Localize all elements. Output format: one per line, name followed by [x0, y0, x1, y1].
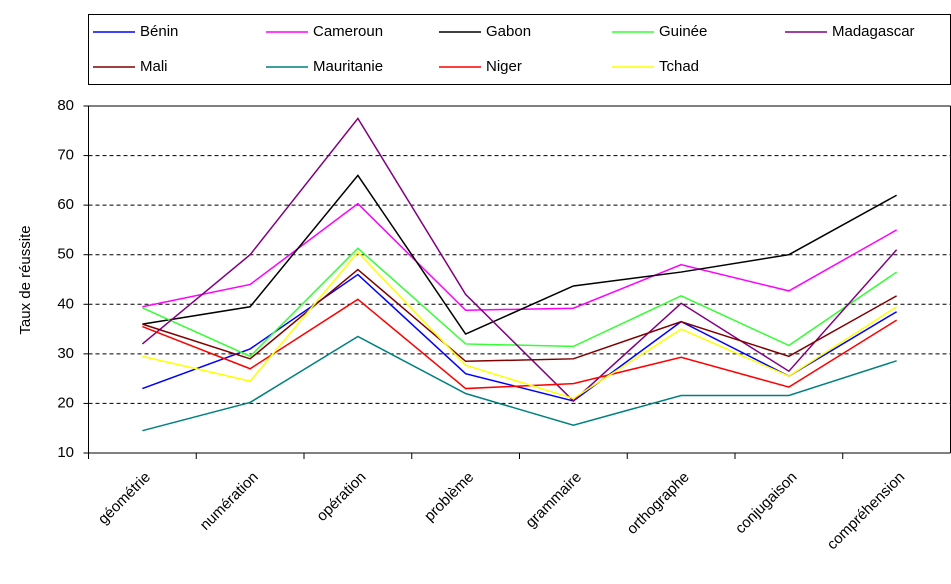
y-tick-label: 80 — [57, 97, 74, 114]
legend-label: Madagascar — [832, 23, 915, 40]
y-tick-label: 70 — [57, 147, 74, 164]
series-line — [142, 298, 898, 390]
y-axis-label: Taux de réussite — [17, 225, 34, 334]
series-line — [142, 247, 898, 358]
y-tick-label: 30 — [57, 345, 74, 362]
legend-box — [88, 14, 951, 85]
series-line — [142, 273, 898, 402]
y-tick-label: 40 — [57, 295, 74, 312]
y-tick-label: 10 — [57, 444, 74, 461]
y-tick-label: 60 — [57, 196, 74, 213]
legend-label: Bénin — [140, 23, 178, 40]
series-line — [142, 251, 898, 400]
series-line — [141, 117, 898, 402]
x-tick-label: conjugaison — [732, 469, 801, 538]
legend-label: Guinée — [659, 23, 707, 40]
x-tick-label: grammaire — [522, 469, 585, 532]
x-tick-label: problème — [421, 469, 477, 525]
x-tick-label: opération — [313, 469, 369, 525]
legend-label: Mali — [140, 58, 168, 75]
legend-label: Gabon — [486, 23, 531, 40]
series-line — [142, 335, 897, 432]
x-tick-label: numération — [197, 469, 262, 534]
legend-label: Mauritanie — [313, 58, 383, 75]
legend-label: Niger — [486, 58, 522, 75]
y-tick-label: 50 — [57, 246, 74, 263]
y-tick-label: 20 — [57, 394, 74, 411]
x-tick-label: orthographe — [624, 469, 693, 538]
x-tick-label: géométrie — [95, 469, 154, 528]
series-line — [142, 174, 897, 335]
legend-label: Cameroun — [313, 23, 383, 40]
series-line — [142, 268, 897, 363]
x-tick-label: compréhension — [824, 469, 909, 554]
series-line — [142, 202, 897, 311]
legend-label: Tchad — [659, 58, 699, 75]
